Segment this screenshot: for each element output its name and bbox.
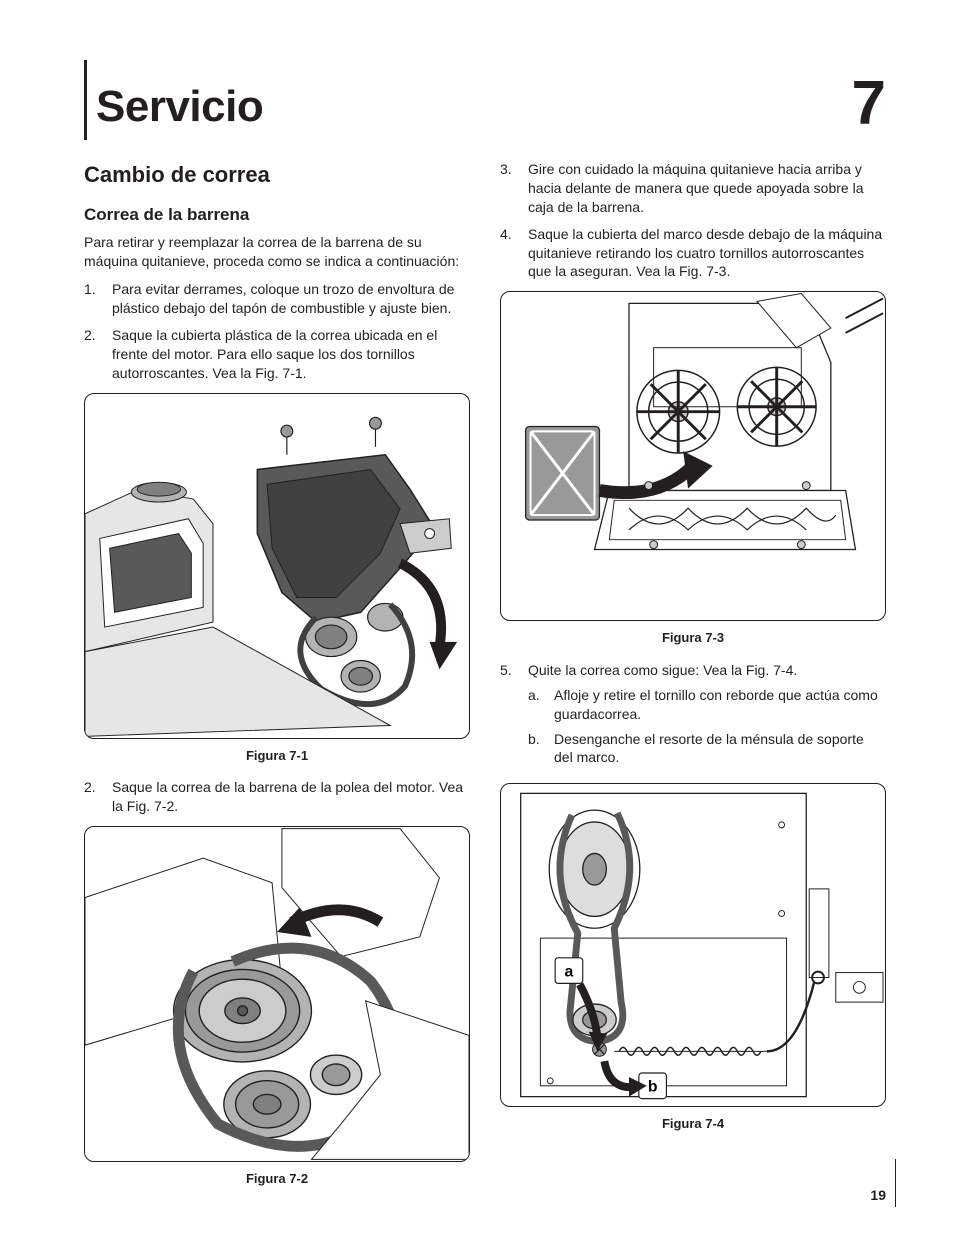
step-number: 2.: [84, 326, 112, 383]
chapter-title: Servicio: [96, 77, 263, 136]
step-text: Saque la cubierta del marco desde debajo…: [528, 225, 886, 282]
step-text-inner: Quite la correa como sigue: Vea la Fig. …: [528, 662, 797, 678]
figure-7-4-caption: Figura 7-4: [500, 1115, 886, 1133]
step-item: 1. Para evitar derrames, coloque un troz…: [84, 280, 470, 318]
chapter-header: Servicio 7: [84, 60, 886, 140]
step-number: 4.: [500, 225, 528, 282]
step-number: 3.: [500, 160, 528, 217]
substep-text: Desenganche el resorte de la ménsula de …: [554, 730, 886, 768]
step-item: 3. Gire con cuidado la máquina quitaniev…: [500, 160, 886, 217]
chapter-number: 7: [852, 62, 886, 146]
step-text: Gire con cuidado la máquina quitanieve h…: [528, 160, 886, 217]
step-text: Quite la correa como sigue: Vea la Fig. …: [528, 661, 886, 773]
figure-7-1-caption: Figura 7-1: [84, 747, 470, 765]
figure-7-4-svg: a b: [501, 784, 885, 1106]
step-item: 4. Saque la cubierta del marco desde deb…: [500, 225, 886, 282]
figure-7-2-svg: [85, 827, 469, 1161]
substep-letter: a.: [528, 686, 554, 724]
header-rule: [84, 60, 87, 140]
step-text: Saque la correa de la barrena de la pole…: [112, 778, 470, 816]
step-list-4: 5. Quite la correa como sigue: Vea la Fi…: [500, 661, 886, 773]
step-number: 1.: [84, 280, 112, 318]
substep-item: a. Afloje y retire el tornillo con rebor…: [528, 686, 886, 724]
section-heading: Cambio de correa: [84, 160, 470, 190]
substep-list: a. Afloje y retire el tornillo con rebor…: [528, 686, 886, 768]
subsection-heading: Correa de la barrena: [84, 204, 470, 227]
footer-rule: [895, 1159, 897, 1207]
substep-letter: b.: [528, 730, 554, 768]
step-item: 2. Saque la cubierta plástica de la corr…: [84, 326, 470, 383]
step-number: 5.: [500, 661, 528, 773]
step-text: Para evitar derrames, coloque un trozo d…: [112, 280, 470, 318]
step-item: 2. Saque la correa de la barrena de la p…: [84, 778, 470, 816]
figure-7-1-svg: [85, 394, 469, 738]
page-number: 19: [870, 1186, 886, 1205]
step-list-2: 2. Saque la correa de la barrena de la p…: [84, 778, 470, 816]
figure-7-4: a b: [500, 783, 886, 1107]
figure-7-2-caption: Figura 7-2: [84, 1170, 470, 1188]
step-item: 5. Quite la correa como sigue: Vea la Fi…: [500, 661, 886, 773]
figure-7-2: [84, 826, 470, 1162]
substep-item: b. Desenganche el resorte de la ménsula …: [528, 730, 886, 768]
callout-b-label: b: [648, 1079, 658, 1096]
right-column: 3. Gire con cuidado la máquina quitaniev…: [500, 160, 886, 1202]
figure-7-3-svg: [501, 292, 885, 620]
left-column: Cambio de correa Correa de la barrena Pa…: [84, 160, 470, 1202]
callout-a-label: a: [565, 964, 574, 981]
step-list-3: 3. Gire con cuidado la máquina quitaniev…: [500, 160, 886, 281]
figure-7-3-caption: Figura 7-3: [500, 629, 886, 647]
step-number: 2.: [84, 778, 112, 816]
step-list-1: 1. Para evitar derrames, coloque un troz…: [84, 280, 470, 382]
step-text: Saque la cubierta plástica de la correa …: [112, 326, 470, 383]
figure-7-3: [500, 291, 886, 621]
figure-7-1: [84, 393, 470, 739]
intro-text: Para retirar y reemplazar la correa de l…: [84, 233, 470, 271]
substep-text: Afloje y retire el tornillo con reborde …: [554, 686, 886, 724]
